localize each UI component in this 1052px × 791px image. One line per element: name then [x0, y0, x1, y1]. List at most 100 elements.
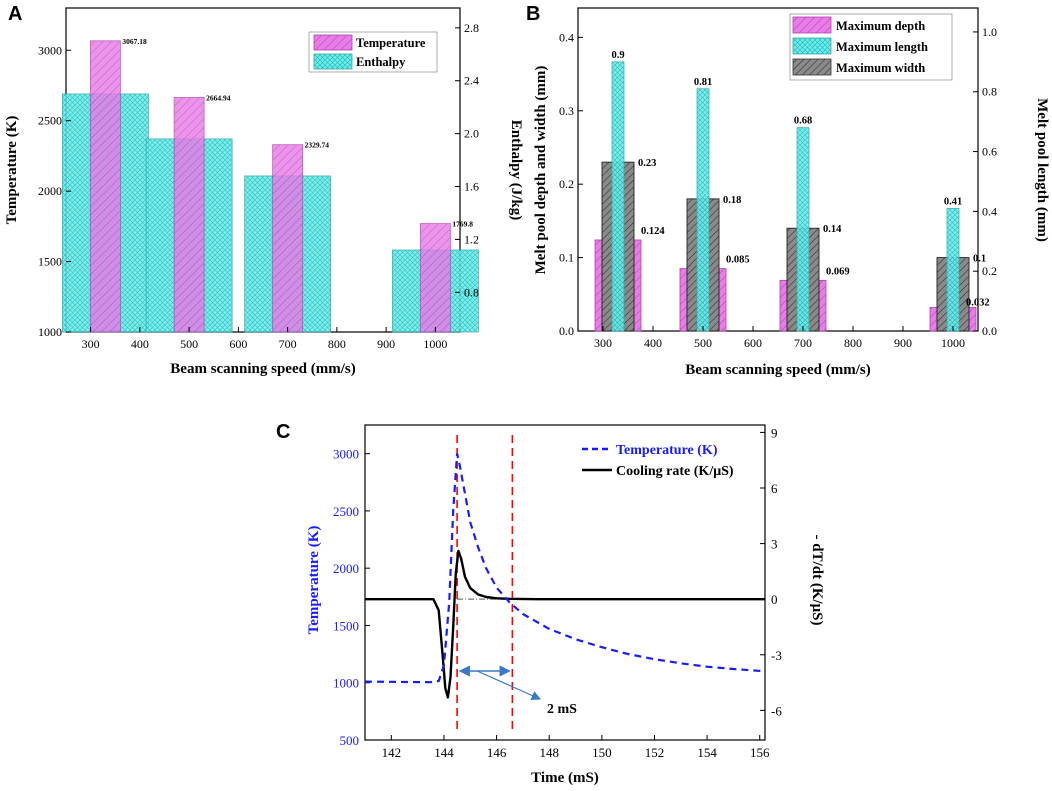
- panel-b-y-tick-label: 0.0: [559, 324, 574, 338]
- label-max-width-1: 0.18: [723, 195, 741, 206]
- panel-c-right-tick-label: 9: [771, 425, 778, 440]
- panel-letter-c: C: [276, 421, 290, 443]
- panel-b-y-tick-label: 0.4: [559, 30, 574, 44]
- legend-swatch-enthalpy: [313, 53, 353, 70]
- label-max-length-3: 0.41: [944, 196, 962, 207]
- panel-b-x-tick-label: 900: [894, 336, 912, 350]
- label-temperature-0: 3067.18: [122, 37, 147, 46]
- label-max-width-2: 0.14: [823, 224, 842, 235]
- panel-b-right-tick-label: 1.0: [982, 25, 997, 39]
- panel-b-y-tick-label: 0.2: [559, 177, 574, 191]
- panel-c-y-tick-label: 1000: [333, 676, 359, 691]
- label-max-depth-0: 0.124: [641, 226, 665, 237]
- panel-b-right-tick-label: 0.6: [982, 145, 997, 159]
- panel-b-right-tick-label: 0.4: [982, 204, 997, 218]
- panel-a-right-tick-label: 2.4: [464, 74, 479, 88]
- legend-swatch-temperature: [313, 34, 353, 51]
- panel-c-x-tick-label: 144: [434, 745, 454, 760]
- bar-temperature-0: [90, 40, 121, 333]
- panel-c-y-axis-title: Temperature (K): [306, 526, 322, 635]
- panel-c-y-tick-label: 500: [340, 733, 360, 748]
- chart-panel-c: 142 144 146 148 150 152 154 156 500 1000 1500 2000 2…: [306, 424, 825, 786]
- bar-temperature-2: [272, 144, 304, 333]
- panel-a-x-tick-label: 700: [279, 337, 297, 351]
- legend-label-temperature-line: Temperature (K): [616, 443, 718, 458]
- label-max-length-1: 0.81: [694, 77, 712, 88]
- panel-c-y-tick-label: 2500: [333, 504, 359, 519]
- panel-b-y-tick-label: 0.1: [559, 251, 574, 265]
- panel-c-right-axis-title: - dT/dt (K/μS): [809, 534, 825, 625]
- panel-c-frame: [364, 424, 766, 741]
- panel-c-x-tick-label: 148: [539, 745, 559, 760]
- panel-c-legend: Temperature (K) Cooling rate (K/μS): [582, 443, 734, 479]
- bar-max-length-3: [946, 207, 960, 332]
- label-max-depth-1: 0.085: [726, 255, 750, 266]
- panel-letter-b: B: [526, 3, 540, 25]
- panel-a-right-tick-label: 2.0: [464, 127, 479, 141]
- panel-a-x-tick-label: 600: [229, 337, 247, 351]
- panel-a-right-tick-label: 0.8: [464, 285, 479, 299]
- label-max-length-0: 0.9: [611, 50, 624, 61]
- panel-a-x-tick-label: 500: [180, 337, 198, 351]
- label-temperature-3: 1769.8: [452, 220, 473, 229]
- series-temperature: [364, 453, 766, 684]
- legend-swatch-max-length: [792, 37, 832, 55]
- panel-c-right-tick-label: 3: [771, 537, 778, 552]
- label-max-width-0: 0.23: [638, 158, 656, 169]
- panel-a-right-tick-label: 2.8: [464, 21, 479, 35]
- panel-b-frame: [577, 7, 979, 332]
- legend-label-temperature: Temperature: [356, 36, 426, 50]
- panel-a-y-tick-label: 1000: [38, 325, 62, 339]
- panel-a-x-tick-label: 900: [377, 337, 395, 351]
- panel-a-y-tick-label: 2000: [38, 184, 62, 198]
- legend-label-cooling-rate: Cooling rate (K/μS): [616, 464, 734, 479]
- bar-temperature-1: [173, 97, 205, 333]
- panel-c-x-axis-title: Time (mS): [531, 770, 599, 786]
- panel-c-x-tick-label: 142: [382, 745, 402, 760]
- panel-b-x-tick-label: 300: [594, 336, 612, 350]
- panel-c-x-tick-label: 152: [645, 745, 665, 760]
- legend-swatch-max-width: [792, 58, 832, 76]
- panel-a-x-tick-label: 400: [131, 337, 149, 351]
- panel-b-x-tick-label: 600: [744, 336, 762, 350]
- panel-b-x-axis-title: Beam scanning speed (mm/s): [685, 362, 870, 378]
- label-max-depth-3: 0.032: [966, 298, 990, 309]
- legend-label-enthalpy: Enthalpy: [356, 55, 406, 69]
- panel-c-x-tick-label: 154: [697, 745, 717, 760]
- panel-a-y-tick-label: 3000: [38, 43, 62, 57]
- legend-swatch-max-depth: [792, 16, 832, 34]
- panel-letter-a: A: [8, 3, 22, 25]
- panel-b-x-tick-label: 1000: [941, 336, 965, 350]
- panel-c-annotation-2ms: 2 mS: [547, 702, 577, 717]
- panel-b-right-tick-label: 0.0: [982, 324, 997, 338]
- panel-c-x-tick-label: 150: [592, 745, 612, 760]
- label-max-depth-2: 0.069: [826, 266, 850, 277]
- label-max-length-2: 0.68: [794, 116, 812, 127]
- panel-c-y-tick-label: 1500: [333, 618, 359, 633]
- panel-b-right-axis-title: Melt pool length (mm): [1034, 98, 1050, 242]
- panel-a-x-axis-title: Beam scanning speed (mm/s): [170, 361, 355, 377]
- panel-c-y-tick-label: 2000: [333, 561, 359, 576]
- bar-max-length-1: [696, 88, 710, 332]
- panel-c-x-tick-label: 146: [487, 745, 507, 760]
- bar-max-length-2: [796, 127, 810, 332]
- panel-b-x-tick-label: 700: [794, 336, 812, 350]
- panel-c-y-tick-label: 3000: [333, 447, 359, 462]
- bar-max-length-0: [611, 61, 625, 332]
- legend-label-max-length: Maximum length: [836, 40, 928, 54]
- bar-temperature-3: [419, 223, 451, 333]
- panel-c-right-tick-label: 6: [771, 481, 778, 496]
- legend-label-max-width: Maximum width: [836, 61, 925, 75]
- panel-a-x-tick-label: 800: [328, 337, 346, 351]
- panel-a-right-axis-title: Enthalpy (J/kg): [508, 120, 524, 220]
- panel-b-right-tick-label: 0.2: [982, 264, 997, 278]
- series-cooling-rate: [365, 549, 765, 699]
- panel-b-y-axis-title: Melt pool depth and width (mm): [533, 66, 549, 275]
- panel-a-right-tick-label: 1.2: [464, 232, 479, 246]
- legend-label-max-depth: Maximum depth: [836, 19, 925, 33]
- panel-b-x-tick-label: 800: [844, 336, 862, 350]
- panel-a-x-tick-label: 1000: [423, 337, 447, 351]
- panel-c-right-tick-label: 0: [771, 592, 778, 607]
- panel-c-x-tick-label: 156: [750, 745, 770, 760]
